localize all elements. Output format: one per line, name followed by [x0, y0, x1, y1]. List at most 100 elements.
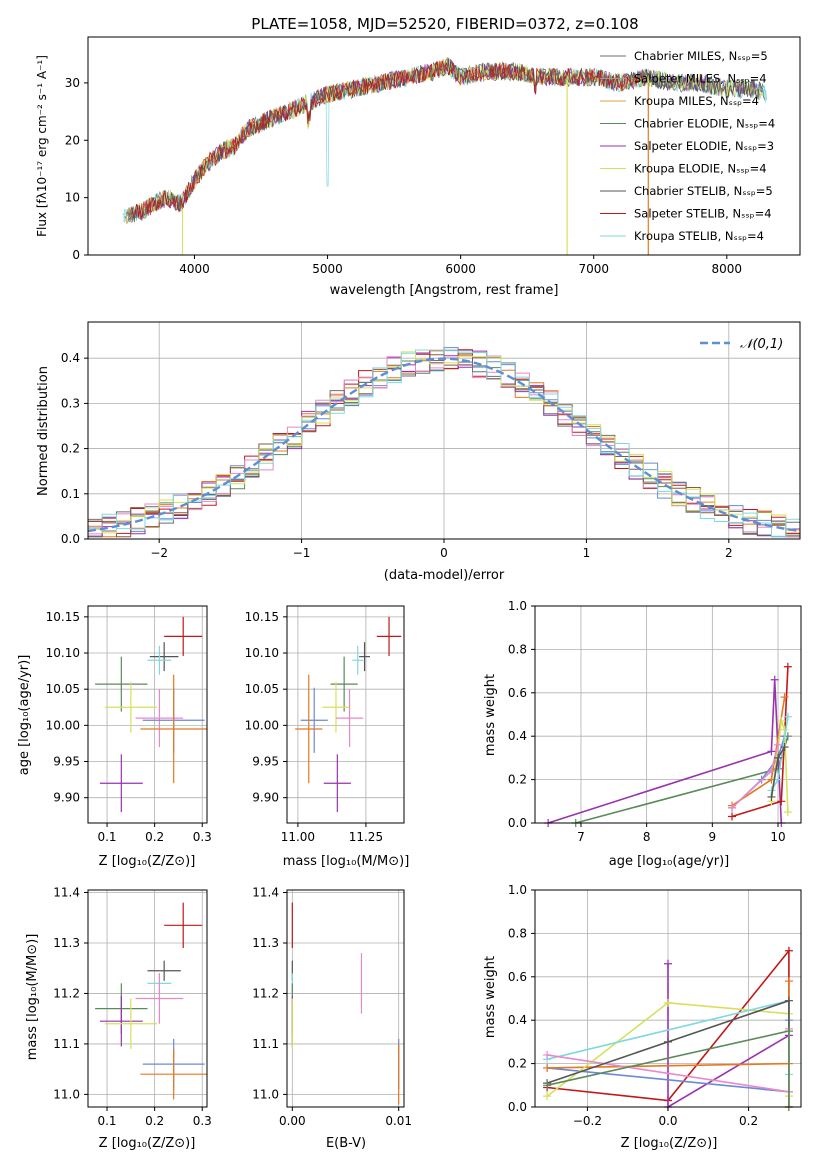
histogram-xlabel: (data-model)/error [384, 568, 505, 583]
tick-label: 10.15 [46, 610, 80, 624]
normal-curve [87, 357, 801, 533]
tick-label: 10.10 [245, 646, 279, 660]
histogram-step [88, 359, 800, 538]
histogram-step [88, 349, 800, 534]
histogram-step [88, 351, 800, 534]
tick-label: 0.2 [145, 830, 164, 844]
tick-label: 9.95 [252, 755, 279, 769]
tick-label: 0.6 [508, 970, 527, 984]
mw-z-ylabel: mass weight [483, 956, 498, 1038]
age-vs-metallicity-panel: Z [log₁₀(Z/Z⊙)] age [log₁₀(age/yr)] 0.1 0… [17, 605, 212, 869]
weight-marker [543, 1063, 552, 1072]
weight-line [770, 720, 789, 813]
weight-marker [664, 959, 672, 968]
age-vs-mass-panel: mass [log₁₀(M/M⊙)] 11.00 11.25 9.90 9.95 10.… [245, 605, 410, 869]
histogram-ylabel: Normed distribution [36, 366, 51, 496]
legend-label: Chabrier ELODIE, Nₛₛₚ=4 [634, 117, 775, 131]
panel-frame [87, 889, 208, 1108]
panel-frame [534, 605, 802, 824]
weight-marker [784, 996, 793, 1005]
tick-label: 10.05 [245, 682, 279, 696]
tick-label: 11.0 [53, 1087, 80, 1101]
tick-label: 0.01 [385, 1114, 412, 1128]
mass-z-xlabel: Z [log₁₀(Z/Z⊙)] [99, 1136, 196, 1151]
tick-label: 7000 [578, 262, 609, 276]
tick-label: 0.0 [658, 1114, 677, 1128]
normal-legend-label: 𝒩(0,1) [740, 337, 783, 352]
mw-age-ylabel: mass weight [483, 674, 498, 756]
tick-label: 11.4 [252, 886, 279, 900]
tick-label: 0.2 [508, 773, 527, 787]
tick-label: 11.2 [252, 986, 279, 1000]
weight-line [547, 679, 783, 824]
legend-label: Chabrier MILES, Nₛₛₚ=5 [634, 49, 768, 63]
weight-line [546, 999, 790, 1084]
spectrum-ylabel: Flux [fλ10⁻¹⁷ erg cm⁻² s⁻¹ A⁻¹] [35, 55, 49, 237]
tick-label: 20 [65, 133, 80, 147]
tick-label: 0.8 [508, 926, 527, 940]
tick-label: 11.3 [252, 936, 279, 950]
tick-label: 11.1 [252, 1037, 279, 1051]
histogram-step [88, 349, 800, 538]
tick-label: 30 [65, 76, 80, 90]
age-z-ylabel: age [log₁₀(age/yr)] [17, 655, 32, 776]
mw-age-xlabel: age [log₁₀(age/yr)] [609, 854, 730, 869]
histogram-grid [88, 322, 800, 539]
panel-frame [87, 605, 208, 824]
legend-label: Salpeter STELIB, Nₛₛₚ=4 [634, 207, 772, 221]
weight-marker [777, 717, 786, 726]
tick-label: 0.3 [193, 1114, 212, 1128]
massweight-vs-metallicity-panel: Z [log₁₀(Z/Z⊙)] mass weight −0.2 0.0 0.2 0.… [483, 883, 802, 1151]
tick-label: 0.1 [97, 1114, 116, 1128]
tick-label: 10.00 [46, 718, 80, 732]
age-mass-xlabel: mass [log₁₀(M/M⊙)] [283, 854, 410, 869]
weight-marker [770, 675, 779, 684]
weight-marker [664, 998, 672, 1007]
tick-label: −1 [293, 546, 311, 560]
tick-label: 9 [709, 830, 717, 844]
tick-label: 11.3 [53, 936, 80, 950]
spectrum-legend: Chabrier MILES, Nₛₛₚ=5 Salpeter MILES, Nₛ… [600, 49, 775, 243]
tick-label: 11.00 [281, 830, 315, 844]
tick-label: 11.4 [53, 886, 80, 900]
tick-label: 0.1 [61, 487, 80, 501]
tick-label: 0.4 [61, 351, 80, 365]
tick-label: 0.00 [279, 1114, 306, 1128]
panel-frame [286, 889, 405, 1108]
legend-label: Kroupa STELIB, Nₛₛₚ=4 [634, 229, 764, 243]
weight-marker [783, 712, 792, 721]
weight-marker [784, 946, 793, 955]
tick-label: 0.3 [193, 830, 212, 844]
tick-label: 11.1 [53, 1037, 80, 1051]
tick-label: 6000 [445, 262, 476, 276]
spectrum-panel: 4000 5000 6000 7000 8000 0 10 20 30 Chabrier MIL… [35, 36, 801, 298]
tick-label: 4000 [179, 262, 210, 276]
weight-marker [783, 808, 792, 817]
histogram-ticks: −2 −1 0 1 2 0.0 0.1 0.2 0.3 0.4 [61, 351, 733, 560]
tick-label: 0.6 [508, 686, 527, 700]
mass-ebv-xlabel: E(B-V) [326, 1136, 366, 1151]
weight-marker [777, 797, 786, 806]
weight-marker [780, 725, 789, 734]
tick-label: 8000 [712, 262, 743, 276]
tick-label: −0.2 [573, 1114, 602, 1128]
tick-label: 10 [65, 191, 80, 205]
tick-label: 0.3 [61, 396, 80, 410]
weight-marker [774, 775, 783, 784]
mass-vs-ebv-panel: E(B-V) 0.00 0.01 11.0 11.1 11.2 11.3 11.4 [252, 886, 412, 1151]
tick-label: 0.1 [97, 830, 116, 844]
weight-marker [543, 1050, 552, 1059]
tick-label: 0.2 [61, 442, 80, 456]
legend-label: Salpeter ELODIE, Nₛₛₚ=3 [634, 139, 774, 153]
figure-title: PLATE=1058, MJD=52520, FIBERID=0372, z=0… [251, 15, 638, 33]
histogram-steps [87, 347, 801, 538]
mass-vs-metallicity-panel: Z [log₁₀(Z/Z⊙)] mass [log₁₀(M/M⊙)] 0.1 0.… [25, 886, 212, 1151]
tick-label: 0 [72, 248, 80, 262]
age-z-xlabel: Z [log₁₀(Z/Z⊙)] [99, 854, 196, 869]
weight-marker [780, 693, 789, 702]
weight-marker [784, 977, 793, 986]
weight-marker [728, 803, 737, 812]
tick-label: 0.0 [508, 1100, 527, 1114]
tick-label: 11.2 [53, 986, 80, 1000]
weight-marker [780, 743, 789, 752]
